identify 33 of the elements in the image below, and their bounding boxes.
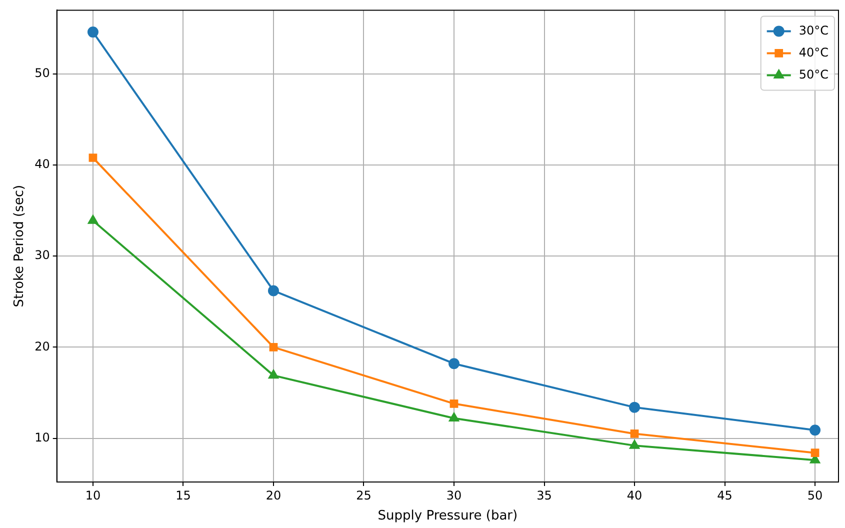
point [630,440,640,449]
point [810,448,820,458]
point [449,412,459,422]
legend-label: 30°C [798,23,829,38]
y-tick-label: 20 [34,339,50,354]
point [810,424,821,436]
point [87,26,98,38]
x-tick-label: 40 [626,488,642,502]
point [450,399,458,408]
x-tick-label: 25 [356,488,372,502]
x-tick-label: 50 [807,488,823,502]
y-tick-label: 50 [34,66,50,80]
x-tick-label: 20 [266,488,282,502]
point [268,370,278,379]
point [269,343,278,352]
x-tick-label: 30 [446,488,462,502]
y-tick-label: 10 [34,430,50,444]
y-tick-label: 40 [34,157,50,172]
point [268,285,279,296]
x-tick-label: 35 [536,488,552,502]
legend-label: 50°C [798,67,829,82]
x-tick-label: 10 [85,488,101,502]
point [629,402,640,413]
x-tick-label: 15 [176,488,191,502]
x-axis-title: Supply Pressure (bar) [378,508,518,524]
y-axis-title: Stroke Period (sec) [12,184,28,308]
x-tick-label: 45 [717,488,732,502]
legend-label: 40°C [798,45,829,60]
point [88,215,98,224]
point [448,358,460,370]
point [88,154,98,162]
y-tick-label: 30 [34,248,50,262]
point [630,430,639,438]
